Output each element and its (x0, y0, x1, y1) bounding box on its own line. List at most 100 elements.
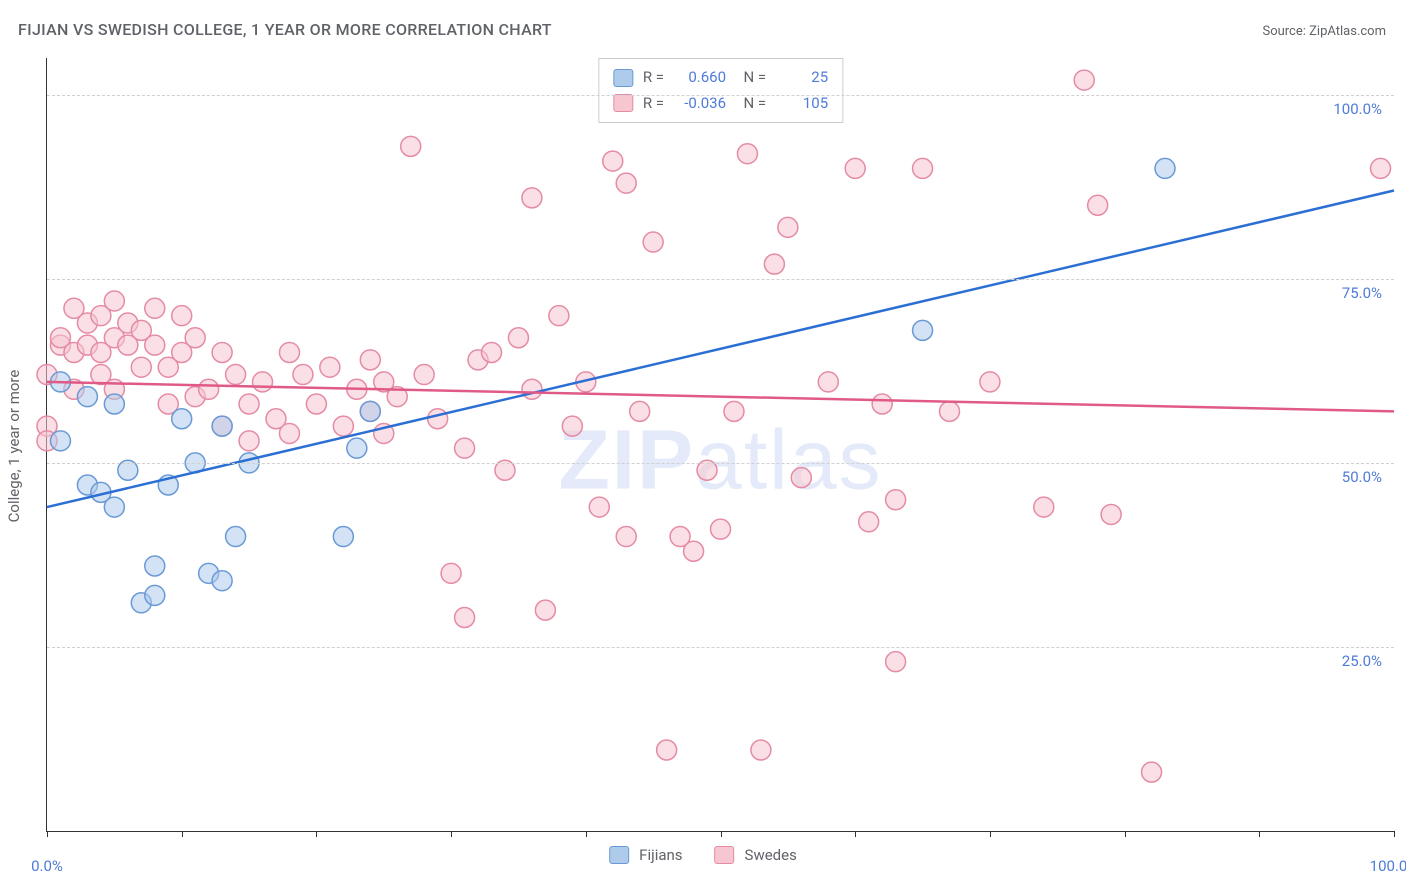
data-point (482, 342, 502, 362)
data-point (657, 740, 677, 760)
data-point (414, 365, 434, 385)
x-tick (1125, 831, 1126, 837)
data-point (1088, 195, 1108, 215)
data-point (549, 306, 569, 326)
x-tick (586, 831, 587, 837)
data-point (913, 320, 933, 340)
data-point (616, 173, 636, 193)
data-point (131, 357, 151, 377)
data-point (212, 342, 232, 362)
data-point (562, 416, 582, 436)
series-legend: Fijians Swedes (609, 846, 797, 864)
plot-svg (47, 58, 1394, 831)
data-point (1101, 504, 1121, 524)
data-point (616, 527, 636, 547)
legend-swatch (609, 846, 629, 864)
data-point (104, 394, 124, 414)
stat-r-value: 0.660 (674, 65, 726, 91)
grid-line (47, 95, 1394, 96)
grid-line (47, 647, 1394, 648)
data-point (199, 379, 219, 399)
data-point (589, 497, 609, 517)
grid-line (47, 279, 1394, 280)
source-attribution[interactable]: Source: ZipAtlas.com (1262, 24, 1386, 39)
trend-line (47, 191, 1394, 508)
data-point (508, 328, 528, 348)
x-tick (1259, 831, 1260, 837)
y-tick-label: 75.0% (1342, 284, 1382, 302)
stat-r-label: R = (643, 65, 664, 91)
data-point (306, 394, 326, 414)
y-tick-label: 25.0% (1342, 652, 1382, 670)
x-tick (316, 831, 317, 837)
y-tick-label: 100.0% (1333, 100, 1382, 118)
data-point (630, 401, 650, 421)
x-tick-label: 100.0% (1370, 857, 1406, 875)
legend-label: Swedes (745, 846, 797, 864)
data-point (643, 232, 663, 252)
data-point (145, 556, 165, 576)
legend-item[interactable]: Swedes (715, 846, 797, 864)
legend-swatch (715, 846, 735, 864)
data-point (859, 512, 879, 532)
x-tick-label: 0.0% (31, 857, 63, 875)
data-point (751, 740, 771, 760)
x-tick (182, 831, 183, 837)
data-point (226, 527, 246, 547)
data-point (172, 306, 192, 326)
x-tick (855, 831, 856, 837)
x-tick (451, 831, 452, 837)
correlation-chart: FIJIAN VS SWEDISH COLLEGE, 1 YEAR OR MOR… (0, 0, 1406, 892)
data-point (1034, 497, 1054, 517)
data-point (226, 365, 246, 385)
data-point (845, 158, 865, 178)
data-point (77, 387, 97, 407)
legend-label: Fijians (639, 846, 682, 864)
data-point (1155, 158, 1175, 178)
y-tick-label: 50.0% (1342, 468, 1382, 486)
data-point (104, 497, 124, 517)
data-point (1371, 158, 1391, 178)
data-point (212, 571, 232, 591)
legend-swatch (613, 94, 633, 112)
x-tick (47, 831, 48, 837)
data-point (711, 519, 731, 539)
stat-n-value: 25 (776, 65, 828, 91)
data-point (455, 608, 475, 628)
data-point (185, 328, 205, 348)
data-point (104, 291, 124, 311)
y-axis-label: College, 1 year or more (5, 370, 23, 523)
data-point (1074, 70, 1094, 90)
stats-row: R = 0.660 N = 25 (613, 65, 828, 91)
data-point (872, 394, 892, 414)
stat-n-label: N = (736, 65, 766, 91)
x-tick (1394, 831, 1395, 837)
data-point (603, 151, 623, 171)
chart-title: FIJIAN VS SWEDISH COLLEGE, 1 YEAR OR MOR… (18, 20, 552, 39)
data-point (522, 188, 542, 208)
data-point (50, 431, 70, 451)
data-point (360, 401, 380, 421)
data-point (347, 438, 367, 458)
data-point (401, 136, 421, 156)
data-point (239, 431, 259, 451)
data-point (737, 144, 757, 164)
data-point (778, 217, 798, 237)
data-point (145, 335, 165, 355)
stats-legend: R =0.660 N =25R =-0.036 N =105 (598, 58, 843, 123)
data-point (791, 468, 811, 488)
grid-line (47, 463, 1394, 464)
data-point (535, 600, 555, 620)
x-tick (721, 831, 722, 837)
data-point (818, 372, 838, 392)
data-point (1142, 762, 1162, 782)
data-point (455, 438, 475, 458)
data-point (253, 372, 273, 392)
data-point (886, 652, 906, 672)
data-point (212, 416, 232, 436)
data-point (239, 394, 259, 414)
data-point (684, 541, 704, 561)
data-point (172, 409, 192, 429)
legend-item[interactable]: Fijians (609, 846, 682, 864)
data-point (939, 401, 959, 421)
